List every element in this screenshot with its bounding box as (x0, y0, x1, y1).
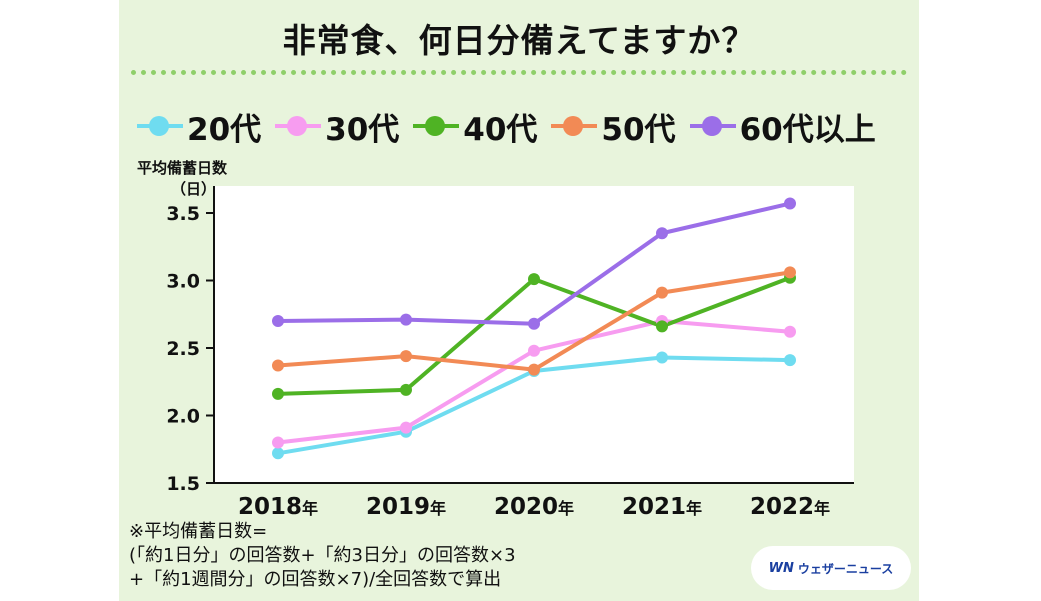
legend-label-20s: 20代 (187, 111, 262, 148)
y-tick-label: 2.5 (166, 338, 200, 360)
x-tick-label: 2019年 (366, 494, 446, 520)
brand-name: ウェザーニュース (797, 561, 894, 576)
footnote-line-2: (「約1日分」の回答数+「約3日分」の回答数×3 (129, 545, 516, 566)
x-tick-label: 2021年 (622, 494, 702, 520)
data-point-4-4 (784, 197, 796, 210)
footnote: ※平均備蓄日数= (「約1日分」の回答数+「約3日分」の回答数×3 +「約1週間… (129, 520, 516, 592)
data-point-3-4 (784, 266, 796, 279)
data-point-4-1 (400, 313, 412, 326)
series-line-1 (276, 319, 792, 445)
data-point-4-0 (272, 315, 284, 327)
legend-label-50s: 50代 (601, 111, 676, 148)
data-point-2-1 (400, 383, 412, 396)
brand-logo-icon: WN (768, 560, 794, 576)
data-point-0-3 (656, 351, 668, 364)
data-point-3-0 (272, 359, 284, 372)
y-tick-label: 2.0 (166, 406, 200, 428)
y-axis-unit: （日） (171, 180, 217, 198)
legend-swatch-20s (137, 114, 183, 138)
data-point-2-0 (272, 387, 284, 400)
legend-swatch-30s (275, 114, 322, 138)
data-point-4-2 (528, 317, 540, 330)
data-point-3-2 (528, 363, 540, 376)
legend-item-40s: 40代 (413, 104, 537, 149)
data-point-1-0 (272, 436, 284, 449)
data-point-1-1 (400, 421, 412, 434)
x-tick-label: 2022年 (750, 494, 830, 520)
legend-label-60s-plus: 60代以上 (739, 111, 876, 148)
brand-badge: WN ウェザーニュース (751, 546, 911, 590)
legend-swatch-50s (551, 114, 598, 138)
data-point-0-4 (784, 354, 796, 367)
y-tick-label: 1.5 (166, 473, 200, 495)
chart-title: 非常食、何日分備えてますか？ (282, 21, 756, 60)
chart-panel: 非常食、何日分備えてますか？ 20代 30代 40代 50代 60代以上 平均備… (119, 0, 919, 601)
legend-label-40s: 40代 (463, 111, 538, 148)
y-axis-title: 平均備蓄日数 (137, 159, 228, 177)
data-point-2-3 (656, 320, 668, 333)
legend-item-50s: 50代 (551, 104, 676, 149)
plot-area (214, 186, 854, 483)
legend-item-30s: 30代 (275, 104, 399, 149)
dotted-divider (131, 70, 907, 75)
data-point-3-3 (656, 286, 668, 299)
legend-item-60s-plus: 60代以上 (689, 104, 876, 149)
data-point-1-2 (528, 344, 540, 357)
legend-label-30s: 30代 (325, 111, 400, 148)
data-point-2-2 (528, 273, 540, 286)
data-point-0-0 (272, 447, 284, 460)
x-tick-label: 2018年 (238, 494, 318, 520)
data-point-4-3 (656, 227, 668, 240)
legend-swatch-60s-plus (689, 114, 736, 138)
y-tick-label: 3.0 (166, 271, 200, 293)
footnote-line-1: ※平均備蓄日数= (129, 521, 268, 542)
x-tick-label: 2020年 (494, 494, 574, 520)
line-chart: 1.5 2.0 2.5 3.0 3.5 2018年 2019年 2020年 2021年 2022年 (166, 186, 854, 520)
data-point-1-4 (784, 325, 796, 338)
legend: 20代 30代 40代 50代 60代以上 (137, 104, 890, 148)
legend-swatch-40s (413, 114, 460, 138)
legend-item-20s: 20代 (137, 104, 261, 149)
y-tick-label: 3.5 (166, 203, 200, 225)
footnote-line-3: +「約1週間分」の回答数×7)/全回答数で算出 (129, 569, 502, 590)
data-point-3-1 (400, 350, 412, 363)
